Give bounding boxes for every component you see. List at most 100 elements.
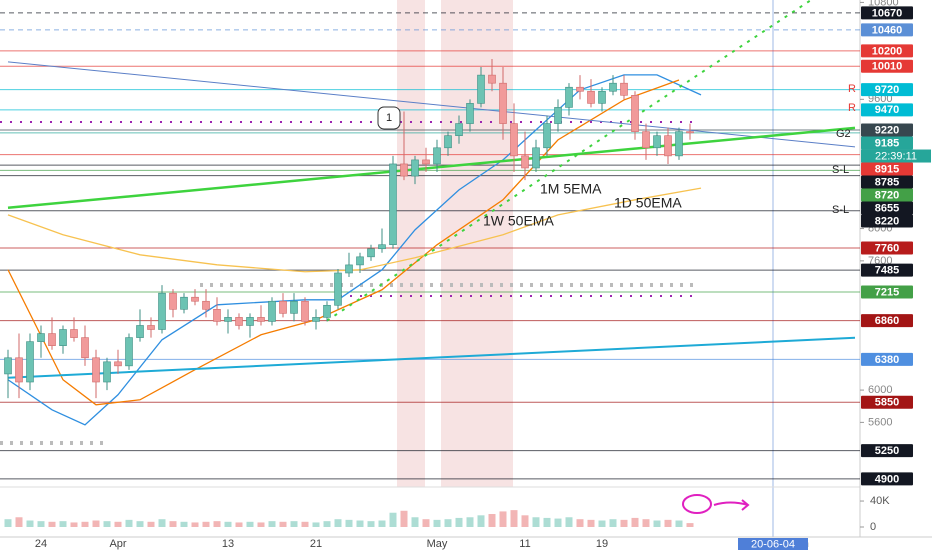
- price-badge: [861, 201, 913, 215]
- candle-body: [48, 333, 56, 346]
- volume-bar: [521, 515, 529, 527]
- highlight-band: [441, 0, 513, 487]
- marker-circle: [682, 494, 712, 514]
- price-badge-label: 9720: [875, 84, 899, 96]
- volume-bar: [389, 512, 397, 527]
- annotation: 1D 50EMA: [614, 195, 682, 211]
- price-badge-label: 5250: [875, 445, 899, 457]
- annotation: 1W 50EMA: [483, 213, 554, 229]
- volume-bar: [136, 521, 144, 527]
- marker-arrow: [713, 499, 750, 511]
- volume-bar: [81, 521, 89, 527]
- indicator-line: [7, 126, 856, 210]
- volume-bar: [158, 519, 166, 527]
- volume-bar: [532, 517, 540, 527]
- price-badge-label: 9470: [875, 104, 899, 116]
- price-badge-label: 5850: [875, 397, 899, 409]
- price-badge-label: 8220: [875, 215, 899, 227]
- volume-bar: [169, 521, 177, 527]
- price-badge: [861, 444, 913, 458]
- x-tick-label: May: [427, 538, 448, 550]
- volume-bar: [48, 521, 56, 527]
- candle-body: [4, 357, 12, 375]
- price-badge-label: 6860: [875, 315, 899, 327]
- volume-bar: [455, 517, 463, 527]
- candle-body: [213, 309, 221, 322]
- y-tick-label: 10800: [868, 0, 899, 8]
- candle-body: [609, 82, 617, 92]
- volume-bar: [312, 522, 320, 527]
- candle-body: [81, 337, 89, 359]
- volume-bar: [510, 510, 518, 527]
- candle-body: [191, 296, 199, 302]
- candle-body: [246, 317, 254, 326]
- volume-bar: [103, 521, 111, 527]
- candle-body: [686, 131, 694, 134]
- candle-body: [169, 292, 177, 310]
- price-badge: [861, 241, 913, 255]
- x-tick-label: 24: [35, 538, 47, 550]
- candle-body: [587, 90, 595, 104]
- date-badge: [738, 538, 808, 550]
- x-tick-label: Apr: [109, 538, 126, 550]
- candle-body: [136, 325, 144, 338]
- candle-body: [389, 163, 397, 246]
- volume-bar: [4, 519, 12, 527]
- price-badge-label: 8785: [875, 176, 899, 188]
- candle-body: [15, 357, 23, 383]
- candle-body: [92, 357, 100, 383]
- candle-body: [367, 248, 375, 258]
- volume-bar: [422, 519, 430, 527]
- annotation: S-L: [832, 164, 849, 176]
- countdown: 22:39:11: [875, 150, 917, 162]
- candle-body: [345, 264, 353, 274]
- volume-bar: [191, 522, 199, 527]
- volume-bar: [466, 517, 474, 527]
- indicator-line: [7, 61, 856, 148]
- volume-bar: [576, 519, 584, 527]
- candle-body: [521, 155, 529, 169]
- candle-body: [70, 329, 78, 338]
- candle-body: [675, 131, 683, 157]
- volume-bar: [334, 519, 342, 527]
- volume-bar: [598, 520, 606, 527]
- volume-bar: [609, 519, 617, 527]
- indicator-line: [7, 187, 702, 273]
- volume-bar: [70, 522, 78, 527]
- price-badge-label: 9185: [875, 137, 899, 149]
- countdown-badge: [861, 149, 931, 163]
- price-badge: [861, 6, 913, 20]
- price-badge: [861, 214, 913, 228]
- price-badge: [861, 136, 913, 150]
- annotation: S-L: [832, 204, 849, 216]
- price-badge: [861, 352, 913, 366]
- candle-body: [103, 361, 111, 383]
- candle-body: [279, 300, 287, 314]
- candle-body: [323, 304, 331, 318]
- candle-body: [488, 74, 496, 84]
- candle-body: [642, 131, 650, 149]
- candle-body: [180, 296, 188, 310]
- date-badge-label: 20-06-04: [751, 538, 795, 550]
- volume-bar: [631, 517, 639, 527]
- volume-bar: [37, 521, 45, 527]
- annotation: 1: [386, 112, 392, 124]
- candle-body: [202, 300, 210, 310]
- volume-bar: [400, 510, 408, 527]
- candle-body: [653, 135, 661, 149]
- candle-body: [554, 107, 562, 124]
- volume-bar: [114, 521, 122, 527]
- highlight-band: [397, 0, 425, 487]
- candle-body: [499, 82, 507, 124]
- volume-bar: [378, 520, 386, 527]
- price-badge: [861, 103, 913, 117]
- annotation: G2: [836, 128, 851, 140]
- candle-body: [224, 317, 232, 322]
- indicator-line: [326, 0, 812, 322]
- annotation: R: [848, 102, 856, 114]
- volume-bar: [268, 521, 276, 527]
- volume-bar: [279, 521, 287, 527]
- price-badge-label: 10200: [872, 45, 903, 57]
- candle-body: [334, 272, 342, 306]
